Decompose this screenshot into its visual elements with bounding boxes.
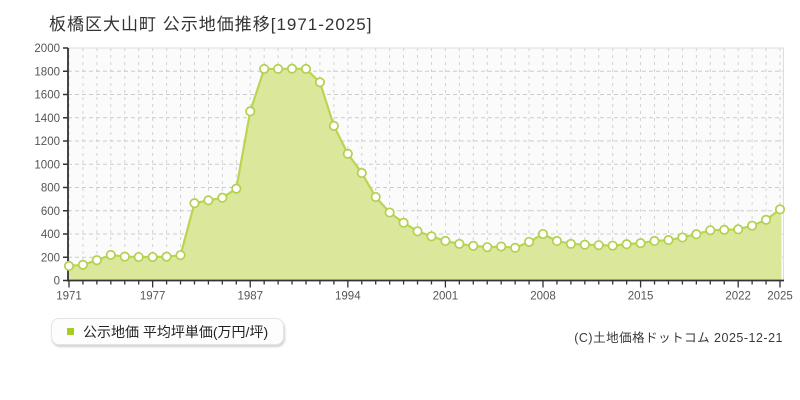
series-line [68,67,781,268]
data-point-marker[interactable] [231,183,242,194]
y-axis-label: 1400 [34,113,60,125]
data-point-marker[interactable] [468,240,479,251]
y-axis-label: 1800 [34,66,60,78]
x-axis-label: 1994 [335,291,361,303]
y-axis-label: 800 [41,183,60,195]
data-point-marker[interactable] [300,63,312,74]
data-point-marker[interactable] [217,192,228,203]
y-axis-label: 1200 [34,136,60,148]
price-trend-chart: 0 200 400 600 800 1000 1200 1400 1600 1800 2000 197… [34,43,793,303]
data-point-marker[interactable] [482,242,493,253]
data-point-marker[interactable] [719,224,730,235]
data-point-marker[interactable] [384,207,395,218]
data-point-marker[interactable] [356,167,367,179]
data-point-marker[interactable] [621,239,632,250]
data-point-marker[interactable] [537,228,549,240]
data-point-marker[interactable] [593,240,604,251]
data-point-marker[interactable] [761,214,772,225]
data-point-marker[interactable] [119,251,130,262]
chart-title: 板橋区大山町 公示地価推移[1971-2025] [49,15,373,34]
x-axis-label: 2022 [725,291,751,303]
data-point-marker[interactable] [551,235,562,247]
data-point-marker[interactable] [203,195,214,206]
data-point-marker[interactable] [565,238,576,249]
data-point-marker[interactable] [398,217,409,228]
data-point-marker[interactable] [691,229,702,240]
x-axis-label: 1971 [56,291,82,303]
data-point-marker[interactable] [147,251,158,263]
y-axis-label: 0 [54,276,60,288]
y-axis-label: 1000 [34,159,60,171]
data-point-marker[interactable] [579,239,590,250]
data-point-marker[interactable] [370,191,381,203]
data-point-marker[interactable] [733,224,744,235]
data-point-marker[interactable] [649,235,660,247]
legend-series-swatch-icon [67,328,74,335]
data-point-marker[interactable] [133,251,144,263]
data-point-marker[interactable] [189,198,200,209]
y-axis-label: 600 [41,206,60,218]
data-point-marker[interactable] [105,249,116,260]
data-point-marker[interactable] [77,259,88,270]
data-point-marker[interactable] [273,63,284,74]
y-axis-label: 1600 [34,90,60,102]
data-point-marker[interactable] [175,250,186,261]
data-point-marker[interactable] [245,106,256,117]
data-point-marker[interactable] [63,260,75,272]
data-point-marker[interactable] [663,234,674,246]
x-axis-label: 2025 [767,291,793,303]
data-point-marker[interactable] [635,238,646,249]
data-point-marker[interactable] [705,225,716,236]
x-axis-label: 2015 [628,291,654,303]
data-point-marker[interactable] [314,77,325,88]
data-point-marker[interactable] [161,251,172,262]
data-point-marker[interactable] [412,226,423,237]
data-point-marker[interactable] [426,231,437,242]
data-point-marker[interactable] [496,241,507,252]
y-axis-label: 200 [41,252,60,264]
data-point-marker[interactable] [747,220,758,231]
legend-series-label: 公示地価 平均坪単価(万円/坪) [83,323,269,340]
data-point-marker[interactable] [677,232,688,243]
data-point-marker[interactable] [328,120,339,131]
series-area-fill [68,68,782,281]
chart-legend: 公示地価 平均坪単価(万円/坪) [51,318,285,345]
y-axis-label: 2000 [34,43,60,55]
data-point-marker[interactable] [524,236,535,247]
x-axis-label: 1987 [237,291,263,303]
data-point-marker[interactable] [774,204,786,215]
data-point-marker[interactable] [454,238,465,249]
x-axis-label: 1977 [140,291,166,303]
data-point-marker[interactable] [287,63,298,74]
x-axis-label: 2008 [530,291,556,303]
data-point-marker[interactable] [342,148,353,159]
data-point-marker[interactable] [259,63,270,74]
data-point-marker[interactable] [510,242,521,253]
copyright-text: (C)土地価格ドットコム 2025-12-21 [574,331,783,345]
x-axis-label: 2001 [433,291,459,303]
data-point-marker[interactable] [607,240,618,251]
data-point-marker[interactable] [91,255,102,266]
data-point-marker[interactable] [440,235,451,247]
y-axis-label: 400 [41,229,60,241]
